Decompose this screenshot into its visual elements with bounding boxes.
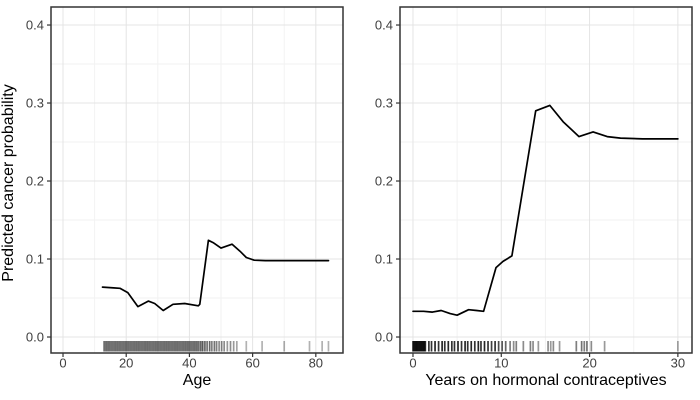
x-tick-label: 20 [119,356,133,371]
y-tick-label: 0.3 [26,96,44,111]
x-tick-label: 40 [182,356,196,371]
panel-border [399,6,693,354]
y-tick-label: 0.0 [375,330,393,345]
x-axis-title: Years on hormonal contraceptives [425,372,666,389]
x-tick-label: 60 [245,356,259,371]
y-tick-label: 0.0 [26,330,44,345]
panel-background [400,7,692,353]
panel-background [51,7,343,353]
y-tick-label: 0.1 [26,252,44,267]
x-tick-label: 80 [309,356,323,371]
x-axis-title: Age [183,372,212,389]
pdp-line [412,104,679,317]
y-tick-label: 0.2 [26,174,44,189]
panel-border [50,6,344,354]
y-tick-label: 0.3 [375,96,393,111]
y-tick-label: 0.2 [375,174,393,189]
pdp-line [101,239,330,312]
y-tick-label: 0.1 [375,252,393,267]
y-axis-title: Predicted cancer probability [0,84,17,281]
x-tick-label: 0 [59,356,66,371]
x-tick-label: 0 [409,356,416,371]
x-tick-label: 20 [582,356,596,371]
x-tick-label: 30 [671,356,685,371]
y-tick-label: 0.4 [375,18,393,33]
y-tick-label: 0.4 [26,18,44,33]
x-tick-label: 10 [494,356,508,371]
